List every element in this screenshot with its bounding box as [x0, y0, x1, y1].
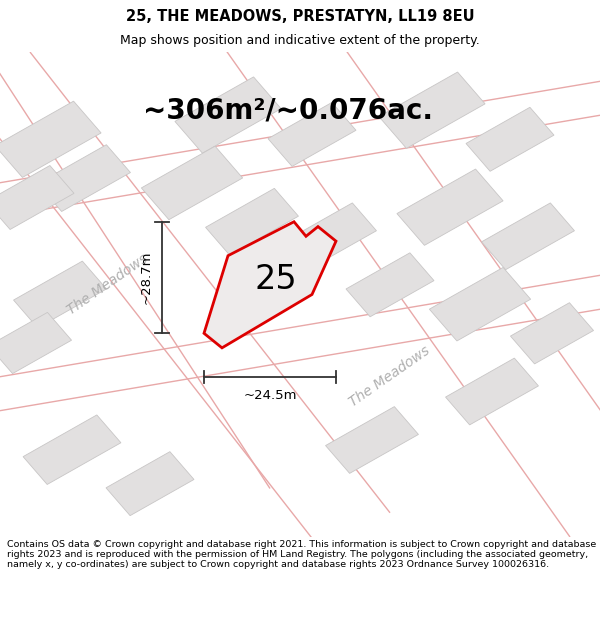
Polygon shape — [446, 358, 538, 425]
Polygon shape — [268, 102, 356, 166]
Polygon shape — [175, 77, 281, 153]
Polygon shape — [204, 222, 336, 348]
Polygon shape — [0, 166, 74, 229]
Text: The Meadows: The Meadows — [65, 252, 151, 318]
Polygon shape — [14, 261, 106, 328]
Polygon shape — [106, 452, 194, 516]
Polygon shape — [346, 253, 434, 317]
Text: ~28.7m: ~28.7m — [140, 251, 153, 304]
Polygon shape — [379, 72, 485, 148]
Polygon shape — [23, 415, 121, 484]
Text: The Meadows: The Meadows — [347, 344, 433, 410]
Polygon shape — [38, 145, 130, 211]
Polygon shape — [466, 107, 554, 171]
Polygon shape — [482, 203, 574, 269]
Polygon shape — [511, 302, 593, 364]
Polygon shape — [142, 146, 242, 220]
Polygon shape — [206, 188, 298, 255]
Text: ~306m²/~0.076ac.: ~306m²/~0.076ac. — [143, 96, 433, 124]
Text: ~24.5m: ~24.5m — [243, 389, 297, 402]
Text: 25: 25 — [254, 264, 298, 296]
Polygon shape — [397, 169, 503, 246]
Polygon shape — [0, 101, 101, 178]
Polygon shape — [0, 312, 71, 374]
Polygon shape — [326, 407, 418, 473]
Text: Contains OS data © Crown copyright and database right 2021. This information is : Contains OS data © Crown copyright and d… — [7, 539, 596, 569]
Polygon shape — [430, 268, 530, 341]
Text: Map shows position and indicative extent of the property.: Map shows position and indicative extent… — [120, 34, 480, 47]
Text: 25, THE MEADOWS, PRESTATYN, LL19 8EU: 25, THE MEADOWS, PRESTATYN, LL19 8EU — [125, 9, 475, 24]
Polygon shape — [284, 203, 376, 269]
